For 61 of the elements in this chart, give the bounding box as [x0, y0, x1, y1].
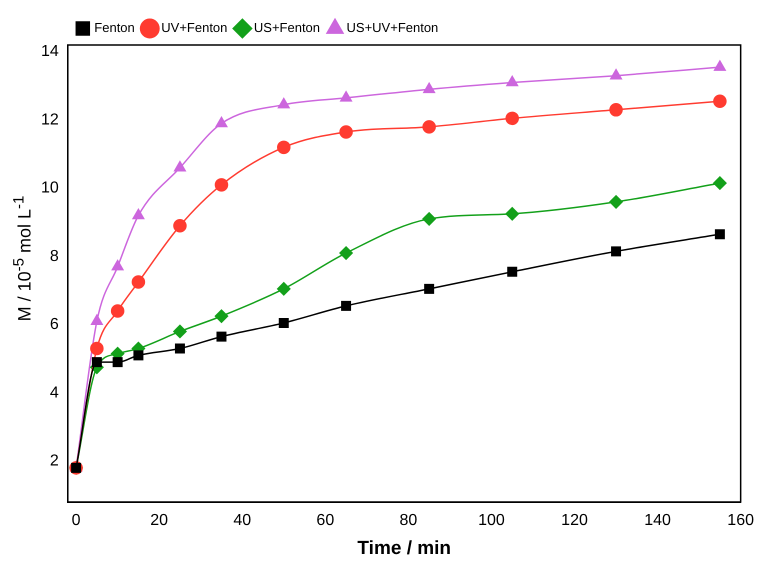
- point: [339, 246, 353, 260]
- point: [92, 357, 102, 368]
- point: [505, 112, 519, 126]
- point: [609, 103, 623, 117]
- point: [424, 284, 434, 294]
- point: [132, 208, 144, 220]
- x-tick-label: 20: [150, 512, 168, 530]
- point: [132, 275, 146, 289]
- point: [277, 282, 291, 296]
- point: [609, 195, 623, 209]
- point: [340, 91, 352, 102]
- point: [90, 342, 104, 356]
- point: [214, 178, 228, 192]
- point: [173, 219, 187, 233]
- point: [216, 116, 228, 128]
- y-tick-label: 4: [50, 384, 59, 402]
- legend-label: Fenton: [94, 20, 135, 36]
- point: [214, 309, 228, 323]
- x-tick-label: 40: [233, 512, 252, 530]
- point: [278, 318, 289, 328]
- point: [112, 357, 123, 368]
- point: [339, 125, 353, 139]
- point: [714, 60, 726, 71]
- y-tick-label: 2: [50, 452, 59, 470]
- point: [174, 161, 186, 172]
- y-tick-label: 6: [50, 316, 59, 334]
- x-tick-label: 160: [727, 512, 754, 530]
- y-tick-label: 8: [50, 248, 59, 265]
- y-tick-label: 10: [41, 180, 59, 197]
- x-tick-label: 80: [399, 512, 418, 530]
- point: [423, 82, 436, 94]
- y-tick-label: 14: [41, 43, 59, 60]
- point: [110, 304, 124, 318]
- point: [714, 229, 725, 240]
- legend-label: US+Fenton: [254, 20, 320, 36]
- point: [133, 350, 144, 360]
- x-tick-label: 120: [561, 512, 588, 530]
- point: [174, 344, 185, 354]
- x-tick-label: 60: [316, 512, 334, 530]
- point: [278, 98, 290, 108]
- point: [505, 207, 519, 221]
- point: [277, 140, 291, 154]
- legend-label: US+UV+Fenton: [346, 20, 438, 36]
- point: [216, 332, 226, 342]
- x-tick-label: 140: [644, 512, 672, 530]
- y-tick-label: 12: [41, 111, 59, 128]
- point: [506, 76, 518, 86]
- x-axis-title: Time / min: [357, 538, 452, 559]
- legend-label: UV+Fenton: [161, 20, 228, 36]
- point: [422, 120, 436, 134]
- point: [610, 68, 622, 80]
- x-tick-label: 0: [72, 512, 81, 530]
- point: [422, 212, 436, 226]
- point: [713, 94, 727, 108]
- x-tick-label: 100: [478, 512, 505, 530]
- point: [611, 246, 622, 256]
- point: [713, 176, 727, 190]
- point: [112, 260, 124, 270]
- point: [173, 324, 187, 338]
- point: [507, 266, 518, 277]
- point: [341, 300, 352, 311]
